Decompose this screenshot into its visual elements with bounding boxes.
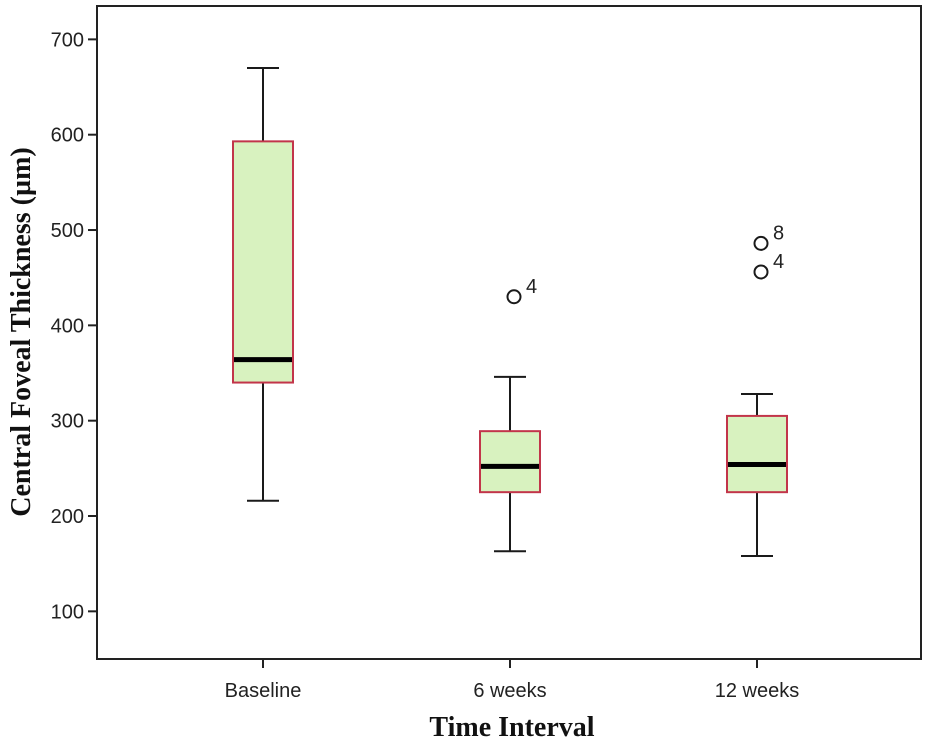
x-axis: Baseline 6 weeks 12 weeks [225,659,800,702]
x-tick-label: Baseline [225,680,302,702]
outlier-label: 4 [526,276,537,298]
y-axis: 100 200 300 400 500 600 700 [51,29,97,623]
y-tick-label: 100 [51,601,84,623]
box-iqr [232,140,294,384]
outlier-label: 4 [773,251,784,273]
box-group [232,66,294,502]
box-series: 484 [232,66,788,558]
box-iqr [726,414,788,494]
outlier-label: 8 [773,222,784,244]
outlier-point [753,264,769,280]
y-tick-label: 700 [51,29,84,51]
y-tick-label: 300 [51,411,84,433]
y-tick-label: 200 [51,506,84,528]
x-tick-label: 6 weeks [473,680,546,702]
box-iqr [479,430,541,494]
box-group: 84 [726,222,788,558]
outlier-point [753,235,769,251]
y-tick-label: 600 [51,125,84,147]
y-tick-label: 500 [51,220,84,242]
y-axis-title: Central Foveal Thickness (µm) [6,147,37,516]
x-axis-title: Time Interval [429,712,594,741]
plot-frame [96,5,922,660]
box-group: 4 [479,276,541,553]
y-tick-label: 400 [51,315,84,337]
x-tick-label: 12 weeks [715,680,800,702]
outlier-point [506,289,522,305]
